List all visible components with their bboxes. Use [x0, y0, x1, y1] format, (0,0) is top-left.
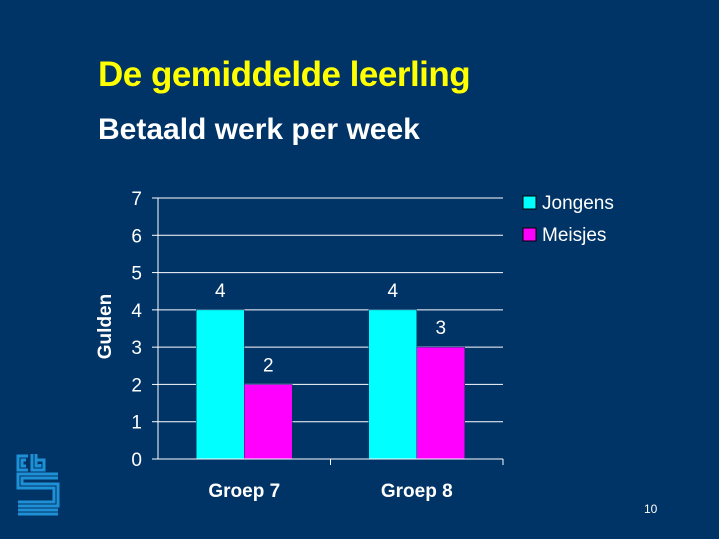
y-tick-label: 6	[131, 226, 142, 247]
data-label: 4	[215, 281, 226, 302]
axes	[157, 198, 504, 465]
x-tick-label: Groep 7	[208, 481, 280, 502]
y-tick-label: 1	[131, 413, 142, 434]
y-tick-label: 5	[131, 264, 142, 285]
legend-swatch	[522, 195, 537, 210]
slide-subtitle: Betaald werk per week	[98, 113, 420, 146]
data-label: 2	[263, 355, 274, 376]
slide-title: De gemiddelde leerling	[98, 55, 471, 94]
y-tick-label: 0	[131, 450, 142, 471]
legend: Jongens Meisjes	[522, 193, 614, 246]
bars	[196, 309, 465, 460]
legend-swatch	[522, 227, 537, 242]
page-number: 10	[644, 502, 658, 516]
labels: 0 1 2 3 4 5 6 7 4 2 Groep 7 4 3 Groep 8	[131, 189, 452, 502]
legend-label: Meisjes	[542, 225, 606, 246]
bar-meisjes-2	[416, 346, 465, 460]
bar-meisjes-1	[244, 384, 293, 460]
y-tick-label: 3	[131, 338, 142, 359]
bar-jongens-1	[196, 309, 245, 460]
y-axis-title: Gulden	[95, 294, 116, 359]
cbs-logo-icon	[16, 454, 60, 516]
y-tick-label: 7	[131, 189, 142, 210]
data-label: 4	[387, 281, 398, 302]
bar-jongens-2	[368, 309, 417, 460]
x-tick-label: Groep 8	[381, 481, 453, 502]
y-tick-label: 4	[131, 301, 142, 322]
legend-label: Jongens	[542, 193, 614, 214]
y-tick-label: 2	[131, 375, 142, 396]
data-label: 3	[435, 318, 446, 339]
